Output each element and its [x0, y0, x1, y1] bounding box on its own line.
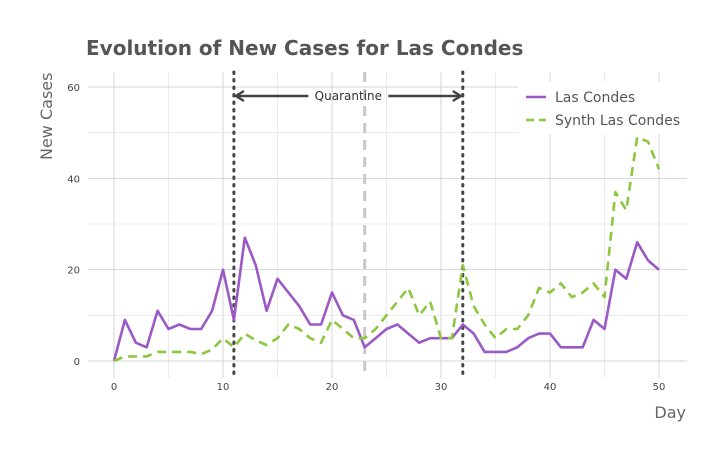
x-tick-label: 40	[544, 382, 557, 393]
y-tick-labels: 0 20 40 60	[67, 83, 80, 368]
legend-label: Synth Las Condes	[555, 113, 680, 129]
series-line-las-condes	[112, 236, 660, 362]
series-group	[112, 135, 661, 363]
y-tick-label: 0	[74, 357, 80, 368]
chart-title: Evolution of New Cases for Las Condes	[86, 36, 523, 60]
legend-background	[518, 82, 688, 134]
y-tick-label: 60	[67, 83, 80, 94]
annotation-arrowhead-left	[233, 89, 245, 103]
x-tick-labels: 0 10 20 30 40 50	[111, 382, 666, 393]
series-line-synth-las-condes	[113, 135, 661, 363]
reference-lines	[232, 70, 465, 380]
x-axis-label: Day	[654, 403, 686, 422]
x-tick-label: 0	[111, 382, 117, 393]
legend-label: Las Condes	[555, 90, 635, 106]
quarantine-annotation: Quarantine	[233, 89, 464, 103]
annotation-arrowhead-right	[452, 89, 464, 103]
x-tick-label: 10	[217, 382, 230, 393]
legend: Las Condes Synth Las Condes	[518, 82, 688, 134]
x-tick-label: 20	[326, 382, 339, 393]
y-axis-label: New Cases	[37, 73, 56, 160]
x-tick-label: 30	[435, 382, 448, 393]
annotation-label: Quarantine	[315, 89, 382, 103]
x-tick-label: 50	[653, 382, 666, 393]
y-tick-label: 40	[67, 174, 80, 185]
y-tick-label: 20	[67, 266, 80, 277]
